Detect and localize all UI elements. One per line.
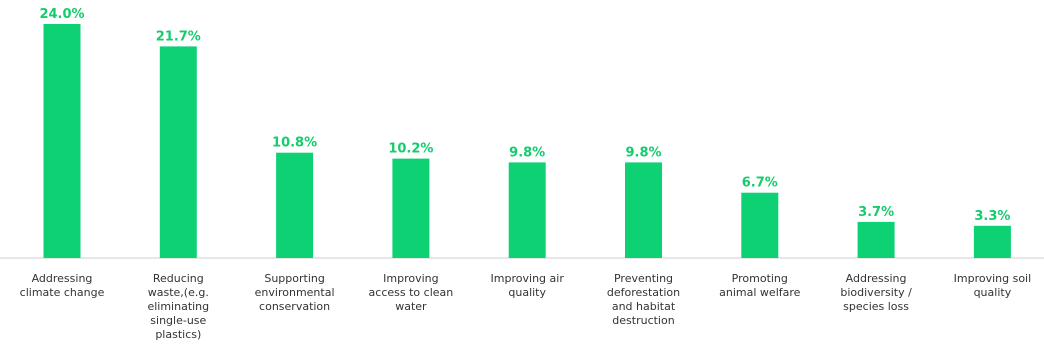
category-label: Supporting environmental conservation: [255, 272, 335, 313]
value-label: 9.8%: [509, 145, 545, 160]
category-label-line: Improving soil: [954, 272, 1032, 285]
category-label-line: Preventing: [614, 272, 673, 285]
bar: [276, 152, 314, 258]
category-label-line: quality: [974, 286, 1012, 299]
category-label: Improving air quality: [491, 272, 565, 299]
value-label: 10.2%: [388, 142, 433, 157]
category-label-line: climate change: [20, 286, 105, 299]
bar: [857, 221, 895, 258]
value-label: 10.8%: [272, 136, 317, 151]
category-label-line: Improving air: [491, 272, 565, 285]
bar: [625, 162, 662, 258]
category-label-line: eliminating: [147, 300, 209, 313]
category-label-line: biodiversity /: [840, 286, 912, 299]
category-label-line: water: [395, 300, 427, 313]
category-label-line: deforestation: [607, 286, 680, 299]
bar: [43, 24, 81, 258]
category-label-line: plastics): [155, 328, 201, 341]
category-label: Promoting animal welfare: [719, 272, 800, 299]
category-label-line: Addressing: [846, 272, 907, 285]
category-label: Addressing climate change: [20, 272, 105, 299]
bar: [973, 225, 1011, 258]
bars-group: [43, 24, 1011, 259]
category-label-line: Addressing: [32, 272, 93, 285]
category-label-line: Improving: [383, 272, 438, 285]
value-label: 21.7%: [156, 29, 201, 44]
bar: [741, 192, 779, 258]
bar: [508, 162, 546, 258]
category-label-line: Reducing: [153, 272, 204, 285]
value-label: 3.3%: [974, 209, 1010, 224]
category-label: Reducing waste,(e.g. eliminating single-use…: [147, 272, 209, 341]
category-label-line: conservation: [259, 300, 330, 313]
bar: [392, 158, 430, 258]
value-label: 24.0%: [39, 7, 84, 22]
category-label-line: single-use: [150, 314, 206, 327]
category-label-line: environmental: [255, 286, 335, 299]
category-label-line: Supporting: [264, 272, 325, 285]
category-label-line: and habitat: [612, 300, 676, 313]
value-label: 6.7%: [742, 176, 778, 191]
category-label: Preventing deforestation and habitat destru…: [607, 272, 680, 327]
category-label-line: destruction: [612, 314, 674, 327]
category-label: Improving soil quality: [954, 272, 1032, 299]
category-label: Improving access to clean water: [369, 272, 454, 313]
value-labels-group: 24.0% 21.7% 10.8% 10.2% 9.8% 9.8% 6.7% 3.7% 3.3%: [39, 7, 1010, 224]
value-label: 9.8%: [625, 145, 661, 160]
category-label-line: species loss: [843, 300, 909, 313]
category-label: Addressing biodiversity / species loss: [840, 272, 912, 313]
category-label-line: quality: [508, 286, 546, 299]
category-label-line: Promoting: [732, 272, 788, 285]
category-label-line: access to clean: [369, 286, 454, 299]
bar: [159, 46, 197, 259]
category-label-line: animal welfare: [719, 286, 800, 299]
category-label-line: waste,(e.g.: [148, 286, 209, 299]
value-label: 3.7%: [858, 205, 894, 220]
